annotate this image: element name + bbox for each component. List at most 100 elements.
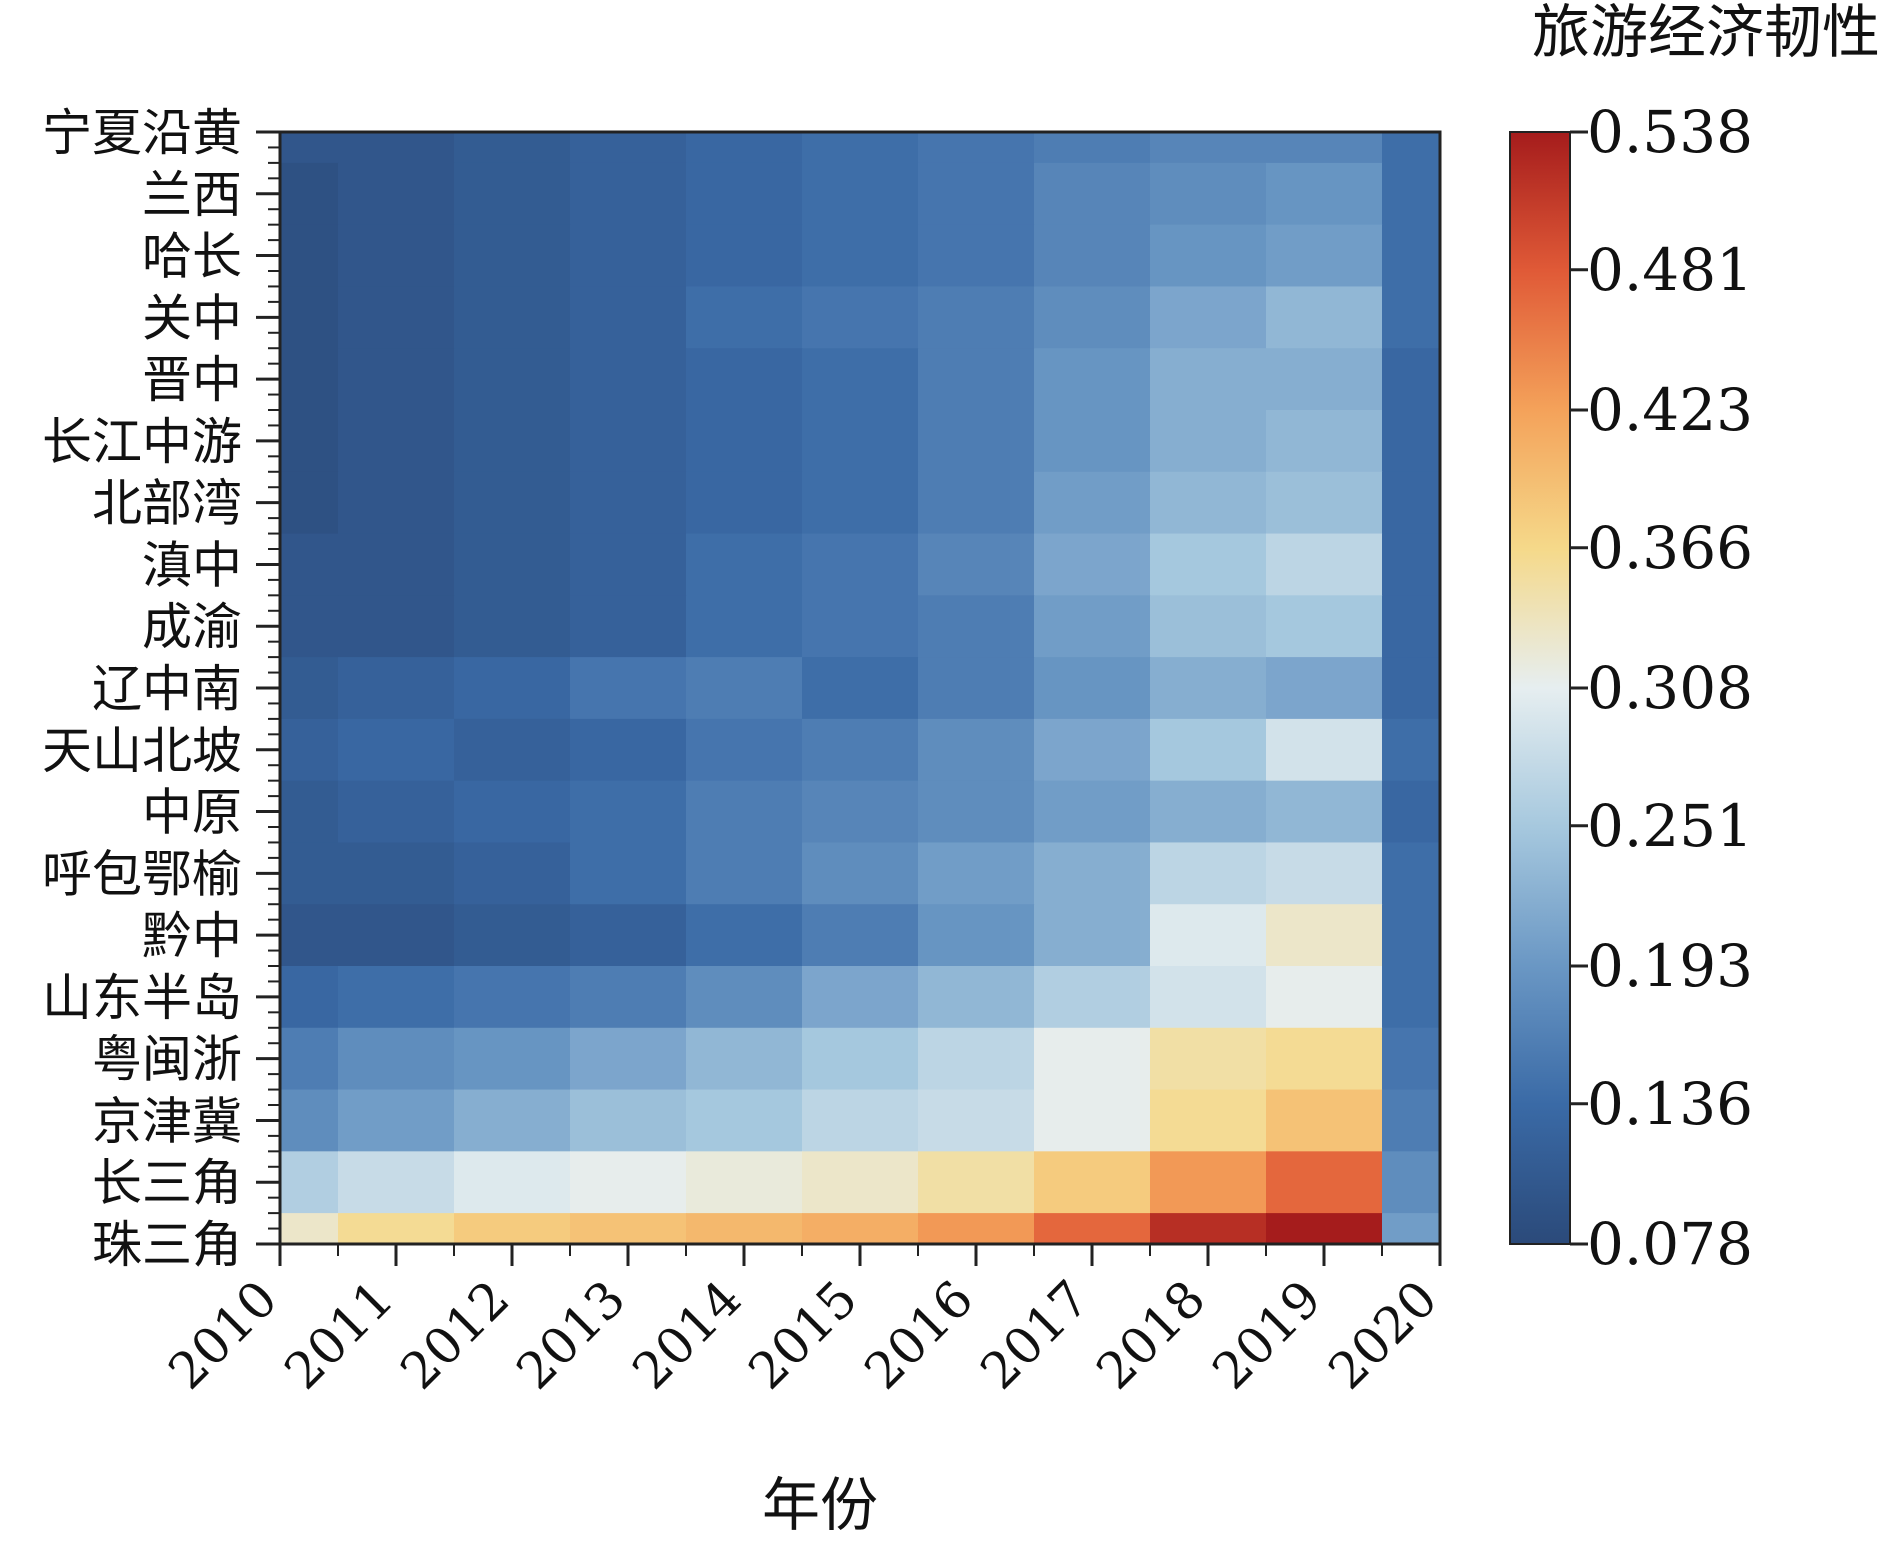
y-tick-label: 滇中 — [142, 536, 242, 594]
heatmap-cell — [918, 471, 1035, 535]
heatmap-cell — [686, 1027, 803, 1091]
heatmap-cell — [1266, 286, 1383, 349]
heatmap-cell — [686, 1089, 803, 1152]
heatmap-cell — [454, 657, 571, 720]
heatmap-cell — [1034, 471, 1151, 535]
colorbar-tick-label: 0.538 — [1587, 98, 1753, 166]
heatmap-cell — [1266, 410, 1383, 473]
heatmap-cell — [1382, 348, 1441, 411]
heatmap-cell — [1150, 471, 1267, 535]
heatmap-cell — [280, 348, 339, 411]
heatmap-cell — [454, 471, 571, 535]
heatmap-cell — [802, 348, 919, 411]
heatmap-cell — [1266, 1151, 1383, 1214]
y-tick-label: 长江中游 — [42, 413, 242, 471]
heatmap-cell — [454, 904, 571, 967]
heatmap-cell — [1382, 471, 1441, 535]
heatmap-cell — [338, 1089, 455, 1152]
heatmap-cell — [802, 842, 919, 905]
heatmap-cell — [570, 904, 687, 967]
x-tick-label: 2011 — [273, 1269, 404, 1400]
x-tick-label: 2015 — [737, 1269, 868, 1400]
heatmap-cell — [1382, 595, 1441, 658]
heatmap-cell — [802, 904, 919, 967]
heatmap-cell — [1150, 595, 1267, 658]
heatmap-cell — [1266, 718, 1383, 782]
heatmap-cell — [454, 410, 571, 473]
heatmap-cell — [918, 162, 1035, 226]
heatmap-cell — [918, 780, 1035, 844]
y-tick-label: 中原 — [142, 784, 242, 842]
heatmap-cell — [454, 595, 571, 658]
y-tick-label: 关中 — [142, 289, 242, 347]
heatmap-cell — [338, 132, 455, 164]
heatmap-cell — [686, 348, 803, 411]
heatmap-cell — [802, 286, 919, 349]
heatmap-cell — [1266, 533, 1383, 596]
colorbar-ticks: 0.078 0.136 0.193 0.251 0.308 0.366 0.423 0.481… — [1570, 98, 1753, 1278]
y-axis: 宁夏沿黄兰西哈长关中晋中长江中游北部湾滇中成渝辽中南天山北坡中原呼包鄂榆黔中山东… — [42, 104, 280, 1274]
heatmap-cell — [338, 1151, 455, 1214]
heatmap-cell — [570, 224, 687, 288]
heatmap-cell — [1382, 410, 1441, 473]
heatmap-cell — [802, 718, 919, 782]
heatmap-cell — [280, 224, 339, 288]
heatmap-cell — [570, 1027, 687, 1091]
heatmap-cell — [1034, 162, 1151, 226]
heatmap-cell — [686, 286, 803, 349]
heatmap-cell — [918, 595, 1035, 658]
heatmap-cell — [1150, 162, 1267, 226]
y-tick-label: 北部湾 — [92, 475, 242, 533]
heatmap-cell — [570, 1213, 687, 1245]
heatmap-cell — [280, 595, 339, 658]
heatmap-cell — [802, 1213, 919, 1245]
heatmap-cell — [280, 657, 339, 720]
heatmap-cell — [686, 966, 803, 1029]
y-tick-label: 长三角 — [92, 1154, 242, 1212]
heatmap-cell — [280, 132, 339, 164]
heatmap-cell — [1382, 842, 1441, 905]
heatmap-cell — [570, 410, 687, 473]
heatmap-cell — [338, 162, 455, 226]
heatmap-cell — [1150, 410, 1267, 473]
heatmap-cell — [280, 162, 339, 226]
heatmap-cell — [1382, 224, 1441, 288]
heatmap-cell — [802, 410, 919, 473]
heatmap-cell — [338, 410, 455, 473]
heatmap-cell — [802, 162, 919, 226]
heatmap-cell — [918, 657, 1035, 720]
heatmap-cell — [454, 1089, 571, 1152]
heatmap-cell — [1150, 780, 1267, 844]
x-tick-label: 2014 — [621, 1269, 752, 1400]
heatmap-cell — [1150, 1151, 1267, 1214]
heatmap-cell — [918, 410, 1035, 473]
heatmap-cell — [918, 132, 1035, 164]
x-tick-label: 2016 — [853, 1269, 984, 1400]
heatmap-cell — [1150, 657, 1267, 720]
y-tick-label: 珠三角 — [92, 1216, 242, 1274]
heatmap-cell — [686, 842, 803, 905]
y-tick-label: 宁夏沿黄 — [42, 104, 242, 162]
heatmap-cell — [454, 1213, 571, 1245]
heatmap-cell — [454, 286, 571, 349]
heatmap-cell — [1034, 718, 1151, 782]
heatmap-cell — [570, 842, 687, 905]
heatmap-cell — [686, 224, 803, 288]
heatmap-cell — [280, 966, 339, 1029]
heatmap-cell — [338, 595, 455, 658]
y-tick-label: 天山北坡 — [42, 722, 242, 780]
y-tick-label: 辽中南 — [92, 660, 242, 718]
heatmap-cell — [454, 966, 571, 1029]
heatmap-cell — [686, 162, 803, 226]
heatmap-cell — [1382, 1089, 1441, 1152]
heatmap-cell — [686, 718, 803, 782]
heatmap-cell — [802, 533, 919, 596]
heatmap-cell — [280, 842, 339, 905]
heatmap-cell — [918, 904, 1035, 967]
heatmap-cell — [1034, 780, 1151, 844]
heatmap-cell — [1034, 224, 1151, 288]
heatmap-cell — [802, 224, 919, 288]
heatmap-cell — [454, 348, 571, 411]
heatmap-cell — [280, 410, 339, 473]
